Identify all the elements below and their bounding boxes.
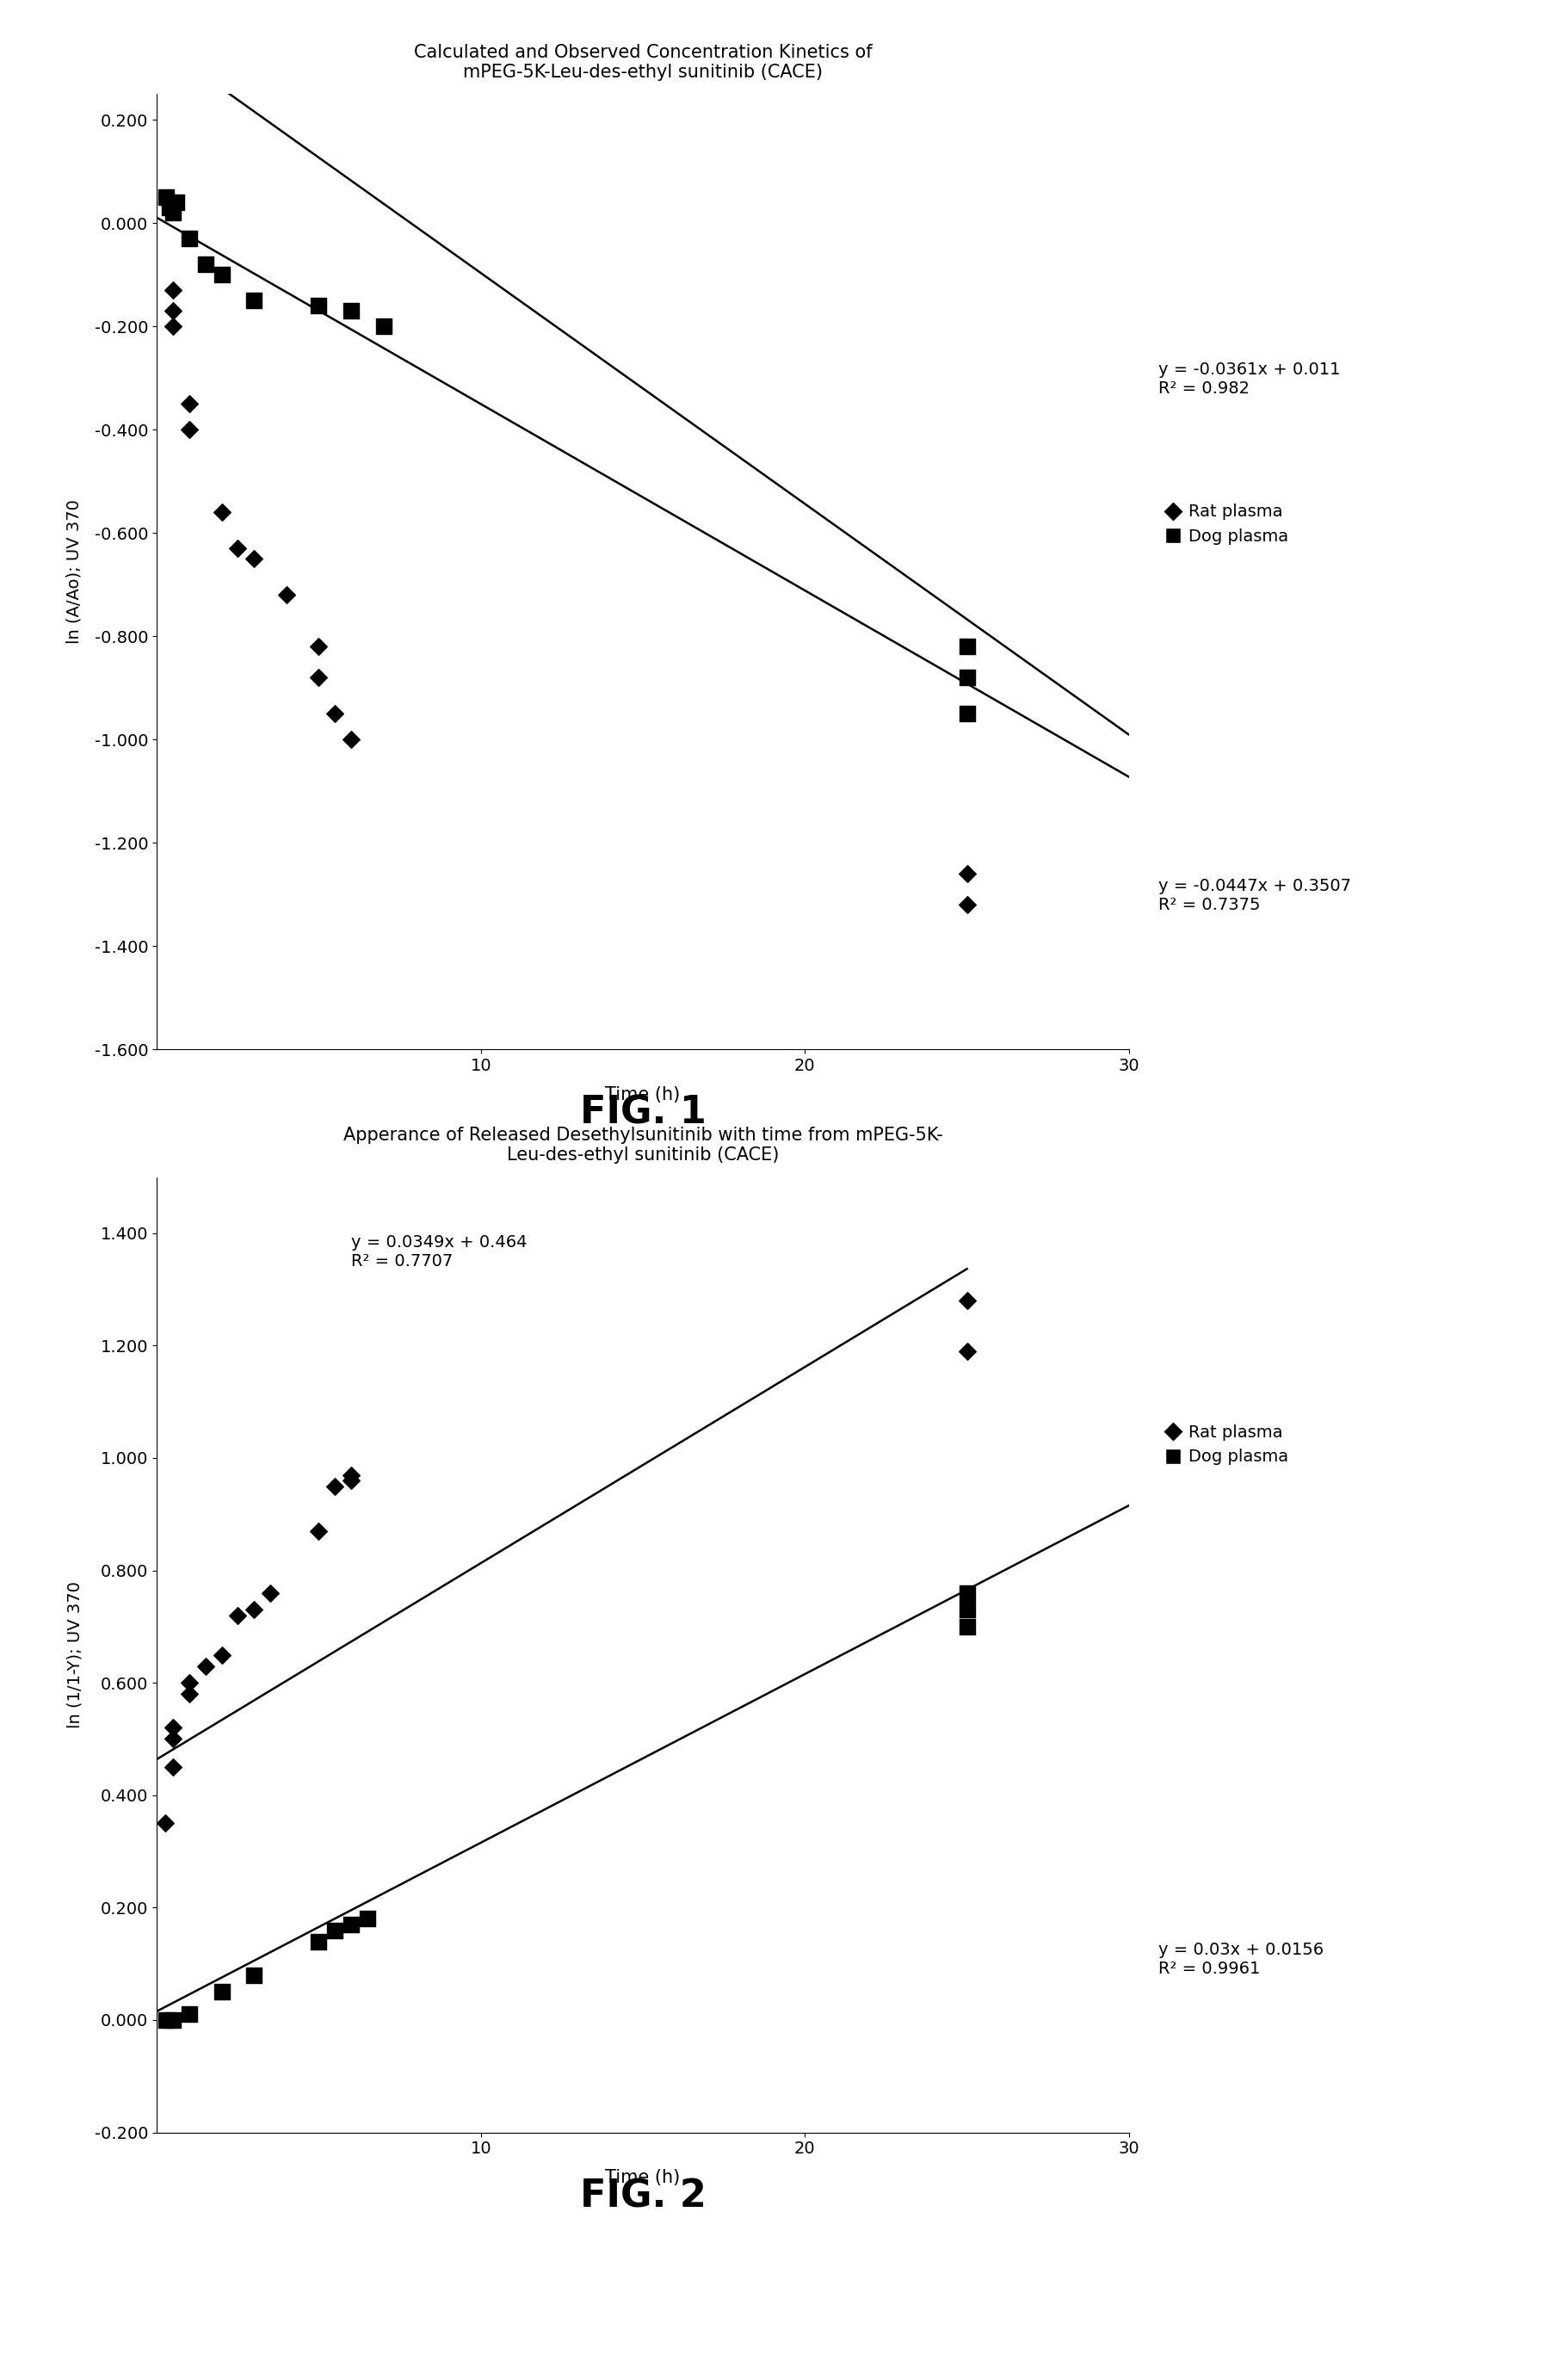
Title: Apperance of Released Desethylsunitinib with time from mPEG-5K-
Leu-des-ethyl su: Apperance of Released Desethylsunitinib … bbox=[343, 1128, 942, 1163]
Point bbox=[209, 1636, 234, 1674]
Point bbox=[339, 1462, 364, 1499]
Point bbox=[209, 257, 234, 294]
Text: y = 0.0349x + 0.464
R² = 0.7707: y = 0.0349x + 0.464 R² = 0.7707 bbox=[351, 1233, 527, 1269]
Point bbox=[955, 855, 980, 892]
Point bbox=[177, 1676, 202, 1714]
Point bbox=[323, 1467, 348, 1504]
Point bbox=[257, 1575, 282, 1612]
Text: FIG. 2: FIG. 2 bbox=[580, 2177, 706, 2215]
Point bbox=[160, 271, 185, 308]
Point bbox=[160, 1749, 185, 1787]
Point bbox=[955, 885, 980, 923]
Legend: Rat plasma, Dog plasma: Rat plasma, Dog plasma bbox=[1167, 504, 1289, 544]
Text: y = -0.0361x + 0.011
R² = 0.982: y = -0.0361x + 0.011 R² = 0.982 bbox=[1159, 363, 1341, 398]
Point bbox=[955, 1608, 980, 1645]
Point bbox=[339, 720, 364, 758]
Point bbox=[306, 629, 331, 666]
Point bbox=[160, 193, 185, 231]
Point bbox=[193, 245, 218, 282]
Point bbox=[274, 577, 299, 614]
Text: FIG. 1: FIG. 1 bbox=[580, 1095, 706, 1132]
Point bbox=[955, 629, 980, 666]
Point bbox=[955, 1283, 980, 1321]
Point bbox=[306, 1923, 331, 1961]
Point bbox=[226, 530, 251, 567]
Y-axis label: ln (1/1-Y); UV 370: ln (1/1-Y); UV 370 bbox=[66, 1582, 83, 1728]
Point bbox=[160, 308, 185, 346]
Title: Calculated and Observed Concentration Kinetics of
mPEG-5K-Leu-des-ethyl sunitini: Calculated and Observed Concentration Ki… bbox=[414, 45, 872, 80]
Point bbox=[241, 1956, 267, 1994]
Point bbox=[177, 1664, 202, 1702]
Point bbox=[154, 2001, 179, 2039]
Point bbox=[177, 1996, 202, 2034]
Point bbox=[323, 1911, 348, 1949]
Point bbox=[226, 1596, 251, 1634]
Text: y = 0.03x + 0.0156
R² = 0.9961: y = 0.03x + 0.0156 R² = 0.9961 bbox=[1159, 1942, 1323, 1977]
Point bbox=[955, 1591, 980, 1629]
Point bbox=[177, 219, 202, 257]
Point bbox=[955, 659, 980, 697]
Point bbox=[306, 659, 331, 697]
Point bbox=[241, 539, 267, 577]
Point bbox=[154, 179, 179, 217]
Point bbox=[306, 1511, 331, 1549]
X-axis label: Time (h): Time (h) bbox=[605, 2168, 681, 2187]
Point bbox=[160, 1709, 185, 1747]
Point bbox=[160, 2001, 185, 2039]
Point bbox=[339, 1457, 364, 1495]
Point bbox=[152, 1806, 177, 1843]
Point bbox=[177, 412, 202, 450]
Y-axis label: ln (A/Ao); UV 370: ln (A/Ao); UV 370 bbox=[66, 499, 83, 645]
Point bbox=[157, 188, 182, 226]
X-axis label: Time (h): Time (h) bbox=[605, 1085, 681, 1104]
Point bbox=[354, 1900, 379, 1937]
Point bbox=[306, 287, 331, 325]
Point bbox=[339, 1907, 364, 1944]
Point bbox=[955, 694, 980, 732]
Point bbox=[160, 1721, 185, 1758]
Point bbox=[193, 1648, 218, 1685]
Point bbox=[163, 184, 188, 221]
Text: y = -0.0447x + 0.3507
R² = 0.7375: y = -0.0447x + 0.3507 R² = 0.7375 bbox=[1159, 878, 1352, 913]
Legend: Rat plasma, Dog plasma: Rat plasma, Dog plasma bbox=[1167, 1424, 1289, 1464]
Point bbox=[955, 1332, 980, 1370]
Point bbox=[160, 292, 185, 330]
Point bbox=[241, 282, 267, 320]
Point bbox=[209, 1973, 234, 2010]
Point bbox=[323, 694, 348, 732]
Point bbox=[209, 494, 234, 532]
Point bbox=[177, 386, 202, 424]
Point bbox=[241, 1591, 267, 1629]
Point bbox=[955, 1575, 980, 1612]
Point bbox=[372, 308, 397, 346]
Point bbox=[339, 292, 364, 330]
